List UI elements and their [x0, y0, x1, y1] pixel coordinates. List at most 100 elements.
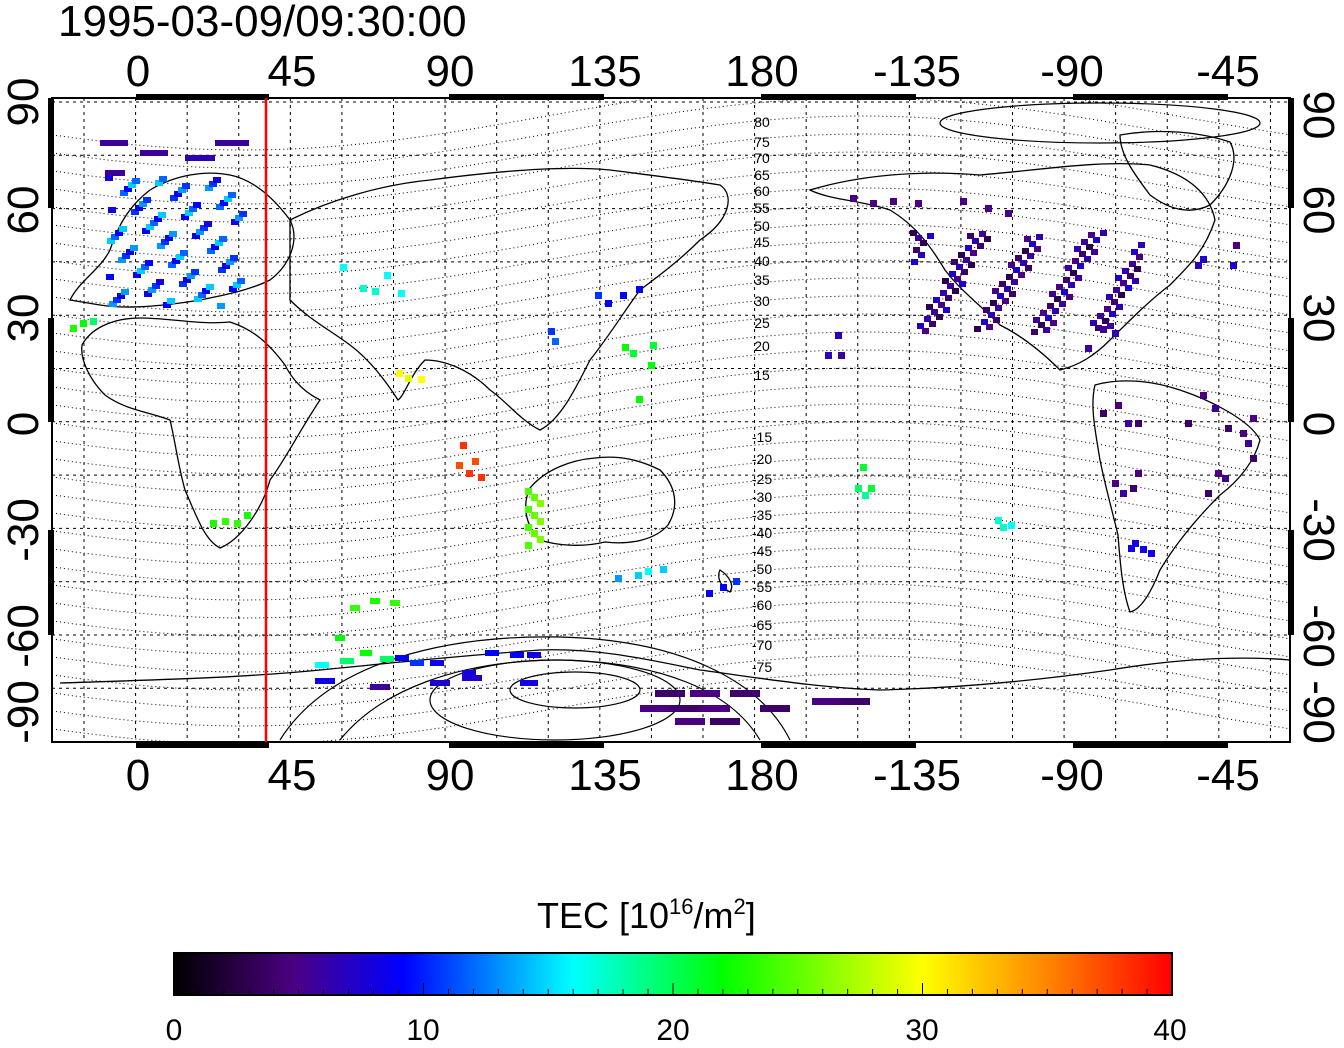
tec-point — [202, 288, 210, 294]
tec-point — [963, 257, 970, 263]
tec-point — [142, 228, 150, 234]
tec-point — [933, 297, 940, 303]
tec-point — [176, 254, 184, 260]
tec-point — [720, 584, 727, 591]
tec-point — [1106, 294, 1113, 300]
tec-point — [979, 231, 986, 237]
tec-point — [169, 231, 177, 237]
tec-point — [537, 536, 544, 543]
tec-point — [222, 518, 229, 525]
tec-point — [620, 292, 627, 299]
tec-point — [1130, 485, 1137, 492]
mag-lat-label: -35 — [752, 507, 772, 523]
mag-lat-label: -60 — [752, 597, 772, 613]
tec-point — [986, 324, 993, 330]
tec-point — [915, 200, 922, 207]
tec-point — [640, 705, 670, 712]
tec-point — [838, 352, 845, 359]
tec-point — [961, 269, 968, 275]
tec-point — [390, 600, 400, 606]
tec-point — [983, 307, 990, 313]
tec-point — [405, 375, 412, 382]
tec-point — [648, 362, 655, 369]
tec-point — [1011, 279, 1018, 285]
tec-point — [1100, 326, 1107, 333]
tec-point — [219, 236, 227, 242]
tec-point — [222, 263, 230, 269]
tec-point — [1250, 455, 1257, 462]
tec-point — [1005, 210, 1012, 217]
tec-point — [958, 252, 965, 258]
tec-point — [636, 396, 643, 403]
tec-point — [913, 247, 920, 253]
tec-point — [360, 650, 372, 656]
tec-point — [396, 370, 403, 377]
tec-point — [868, 485, 875, 492]
tec-point — [1066, 294, 1073, 300]
tec-point — [706, 590, 713, 597]
tec-point — [384, 272, 391, 279]
tec-point — [430, 680, 450, 686]
tec-point — [675, 718, 705, 725]
left-lat-label: -30 — [0, 498, 48, 562]
tec-point — [1195, 262, 1202, 269]
tec-point — [993, 317, 1000, 323]
right-lat-label: -60 — [1294, 604, 1343, 668]
tec-point — [981, 319, 988, 325]
tec-point — [733, 578, 740, 585]
tec-point — [959, 281, 966, 287]
tec-point — [410, 660, 424, 666]
tec-point — [1013, 267, 1020, 273]
tec-point — [1200, 256, 1207, 263]
tec-point — [949, 271, 956, 277]
tec-point — [985, 205, 992, 212]
tec-point — [936, 314, 943, 320]
tec-point — [1111, 299, 1118, 305]
tec-point — [1006, 274, 1013, 280]
tec-point — [1008, 522, 1015, 529]
tec-point — [1104, 306, 1111, 312]
top-longitude-labels: 0 45 90 135 180 -135 -90 -45 — [126, 47, 1260, 96]
tec-point — [835, 332, 842, 339]
mag-lat-label: -25 — [752, 471, 772, 487]
tec-point — [1230, 262, 1237, 269]
tec-point — [537, 500, 544, 507]
tec-point — [1134, 266, 1141, 272]
tec-point — [922, 328, 929, 334]
right-latitude-labels: 90 60 30 0 -30 -60 -90 — [1294, 91, 1343, 744]
bottom-lon-label: 0 — [126, 751, 150, 800]
tec-point — [159, 176, 167, 182]
tec-point — [911, 259, 918, 265]
tec-point — [1020, 260, 1027, 266]
tec-point — [630, 350, 637, 357]
coastlines — [59, 130, 1290, 691]
tec-point — [977, 243, 984, 249]
tec-point — [191, 269, 199, 275]
tec-point — [1018, 272, 1025, 278]
colorbar-tick-labels: 0 10 20 30 40 — [166, 1014, 1187, 1047]
tec-point — [1075, 275, 1082, 281]
plot-title: 1995-03-09/09:30:00 — [58, 0, 467, 46]
tec-point — [1109, 311, 1116, 317]
mag-lat-label: -70 — [752, 637, 772, 653]
tec-point — [1090, 320, 1097, 326]
tec-point — [548, 328, 555, 335]
tec-point — [183, 277, 191, 283]
tec-point — [1024, 236, 1031, 242]
tec-point — [636, 286, 643, 293]
tec-point — [1122, 268, 1129, 274]
tec-point — [510, 652, 524, 658]
tec-point — [119, 226, 127, 232]
tec-point — [947, 283, 954, 289]
tec-point — [139, 201, 147, 207]
tec-point — [1036, 234, 1043, 240]
top-lon-label: 0 — [126, 47, 150, 96]
mag-lat-label: 45 — [754, 234, 770, 250]
tec-point — [182, 183, 190, 189]
colorbar-tick-label: 10 — [406, 1014, 439, 1047]
tec-point — [1120, 280, 1127, 286]
left-latitude-labels: 90 60 30 0 -30 -60 -90 — [0, 78, 48, 744]
tec-point — [942, 278, 949, 284]
tec-data-points — [70, 140, 1257, 725]
tec-point — [1074, 246, 1081, 252]
